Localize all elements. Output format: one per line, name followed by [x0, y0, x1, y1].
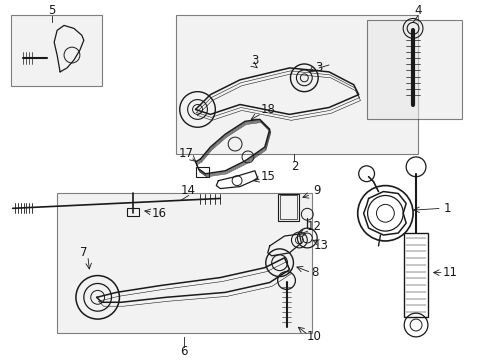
Bar: [195, 167, 209, 177]
Bar: [404, 233, 427, 317]
Text: 3: 3: [315, 62, 322, 75]
Text: 6: 6: [180, 345, 187, 358]
Polygon shape: [175, 14, 417, 154]
Text: 5: 5: [48, 4, 56, 17]
Text: 12: 12: [306, 220, 321, 233]
Text: 3: 3: [251, 54, 258, 67]
Text: 18: 18: [260, 103, 275, 116]
Text: 10: 10: [306, 330, 321, 343]
Bar: [279, 195, 297, 219]
Text: 17: 17: [179, 148, 194, 161]
Bar: [11, 14, 102, 86]
Text: 1: 1: [443, 202, 450, 215]
Text: 16: 16: [151, 207, 166, 220]
Bar: [57, 193, 312, 333]
Text: 2: 2: [290, 160, 298, 173]
Text: 13: 13: [313, 239, 328, 252]
Text: 14: 14: [181, 184, 196, 197]
Text: 8: 8: [311, 266, 318, 279]
Text: 9: 9: [313, 184, 320, 197]
Bar: [277, 194, 299, 221]
Bar: [366, 21, 461, 120]
Text: 11: 11: [441, 266, 456, 279]
Text: 7: 7: [80, 246, 87, 259]
Bar: [127, 208, 139, 216]
Text: 4: 4: [413, 4, 421, 17]
Text: 15: 15: [260, 170, 275, 183]
